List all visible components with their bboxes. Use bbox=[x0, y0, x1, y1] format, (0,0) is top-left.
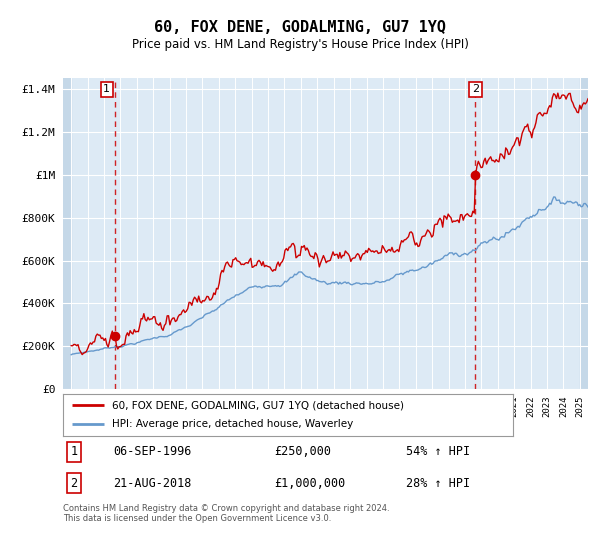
Text: Contains HM Land Registry data © Crown copyright and database right 2024.
This d: Contains HM Land Registry data © Crown c… bbox=[63, 504, 389, 524]
Text: 60, FOX DENE, GODALMING, GU7 1YQ: 60, FOX DENE, GODALMING, GU7 1YQ bbox=[154, 20, 446, 35]
Text: 2: 2 bbox=[472, 84, 479, 94]
Text: 2: 2 bbox=[71, 477, 77, 490]
Text: 06-SEP-1996: 06-SEP-1996 bbox=[113, 445, 192, 459]
Text: Price paid vs. HM Land Registry's House Price Index (HPI): Price paid vs. HM Land Registry's House … bbox=[131, 38, 469, 50]
Text: £250,000: £250,000 bbox=[275, 445, 332, 459]
Text: HPI: Average price, detached house, Waverley: HPI: Average price, detached house, Wave… bbox=[113, 419, 354, 430]
Text: 21-AUG-2018: 21-AUG-2018 bbox=[113, 477, 192, 490]
Text: £1,000,000: £1,000,000 bbox=[275, 477, 346, 490]
Text: 1: 1 bbox=[71, 445, 77, 459]
Text: 28% ↑ HPI: 28% ↑ HPI bbox=[406, 477, 470, 490]
Text: 54% ↑ HPI: 54% ↑ HPI bbox=[406, 445, 470, 459]
Text: 60, FOX DENE, GODALMING, GU7 1YQ (detached house): 60, FOX DENE, GODALMING, GU7 1YQ (detach… bbox=[113, 400, 404, 410]
Bar bbox=[580, 78, 588, 389]
Bar bbox=[63, 78, 71, 389]
Text: 1: 1 bbox=[103, 84, 110, 94]
